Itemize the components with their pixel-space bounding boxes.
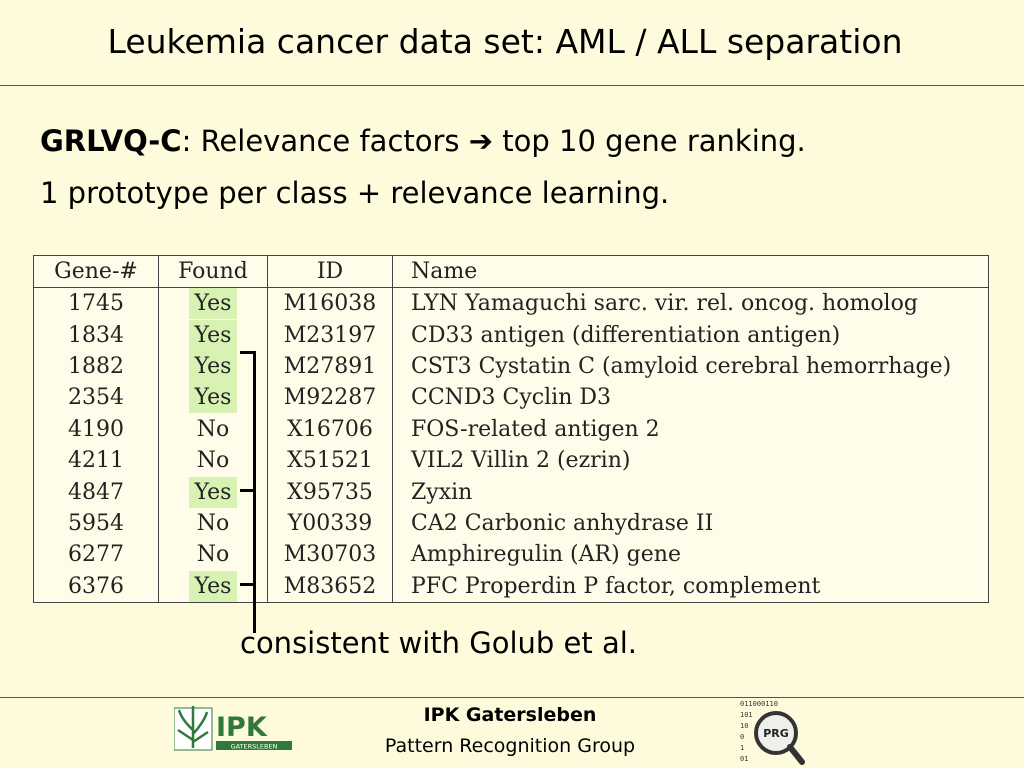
title-divider [0,85,1024,86]
found-cell: No [158,413,268,445]
gene-number-cell: 1882 [33,350,159,383]
gene-id-cell: M30703 [267,539,393,571]
header-name: Name [392,255,989,288]
gene-number-cell: 4847 [33,476,159,508]
found-no-text: No [196,416,230,442]
gene-id-cell: X95735 [267,476,393,508]
header-id: ID [267,255,393,288]
intro-line-2: 1 prototype per class + relevance learni… [40,176,670,210]
gene-number-cell: 5954 [33,507,159,540]
gene-id-cell: M83652 [267,570,393,603]
found-yes-badge: Yes [188,350,238,382]
binary-line-5: 1 [740,744,744,752]
found-cell: Yes [158,570,268,603]
gene-number-cell: 4190 [33,413,159,445]
gene-number-cell: 6277 [33,539,159,571]
found-no-text: No [196,542,230,568]
gene-name-cell: CD33 antigen (differentiation antigen) [392,319,989,351]
binary-line-3: 10 [740,722,748,730]
binary-line-6: 01 [740,755,748,763]
gene-name-cell: LYN Yamaguchi sarc. vir. rel. oncog. hom… [392,287,989,320]
found-cell: No [158,539,268,571]
gene-name-cell: CA2 Carbonic anhydrase II [392,507,989,540]
gene-name-cell: CST3 Cystatin C (amyloid cerebral hemorr… [392,350,989,383]
found-cell: Yes [158,476,268,508]
bracket-line [253,351,256,633]
slide-title: Leukemia cancer data set: AML / ALL sepa… [107,22,903,61]
plant-icon [177,706,209,748]
gene-id-cell: Y00339 [267,507,393,540]
gene-id-cell: M23197 [267,319,393,351]
gene-id-cell: X16706 [267,413,393,445]
gene-name-cell: CCND3 Cyclin D3 [392,382,989,414]
table-row: 1882 Yes M27891 CST3 Cystatin C (amyloid ce… [33,350,989,383]
table-header-row: Gene-# Found ID Name [33,255,989,288]
gene-name-cell: FOS-related antigen 2 [392,413,989,445]
gene-number-cell: 2354 [33,382,159,414]
prg-logo: 011000110 101 10 0 1 01 PRG [740,700,805,765]
found-yes-badge: Yes [188,476,238,508]
gene-ranking-table: Gene-# Found ID Name 1745 Yes M16038 LYN Ya… [33,255,989,603]
bracket-tick-1882 [240,351,256,354]
table-row: 6376 Yes M83652 PFC Properdin P factor, com… [33,570,989,603]
table-row: 5954 No Y00339 CA2 Carbonic anhydrase II [33,507,989,540]
header-gene: Gene-# [33,255,159,288]
table-row: 4211 No X51521 VIL2 Villin 2 (ezrin) [33,444,989,477]
intro-text-a: : Relevance factors [181,124,469,158]
gene-id-cell: X51521 [267,444,393,477]
binary-line-1: 011000110 [740,700,778,708]
table-row: 6277 No M30703 Amphiregulin (AR) gene [33,539,989,571]
table-row: 1745 Yes M16038 LYN Yamaguchi sarc. vir. re… [33,287,989,320]
found-cell: Yes [158,382,268,414]
bracket-tick-4847 [240,489,256,492]
ipk-logo: IPK GATERSLEBEN [174,706,292,751]
found-cell: Yes [158,287,268,320]
gene-id-cell: M92287 [267,382,393,414]
binary-line-4: 0 [740,733,744,741]
header-found: Found [158,255,268,288]
prg-logo-text: PRG [763,727,789,740]
ipk-logo-band [216,741,292,750]
table-row: 4847 Yes X95735 Zyxin [33,476,989,508]
method-name: GRLVQ-C [40,124,182,158]
found-cell: No [158,507,268,540]
found-no-text: No [196,448,230,474]
found-cell: Yes [158,319,268,351]
table-row: 1834 Yes M23197 CD33 antigen (differentiati… [33,319,989,351]
binary-line-2: 101 [740,711,753,719]
gene-name-cell: Amphiregulin (AR) gene [392,539,989,571]
ipk-logo-subtext: GATERSLEBEN [231,743,278,751]
gene-name-cell: VIL2 Villin 2 (ezrin) [392,444,989,477]
bracket-tick-6376 [240,583,256,586]
magnifier-handle [787,744,805,765]
magnifier-icon [754,711,798,755]
gene-id-cell: M27891 [267,350,393,383]
gene-number-cell: 4211 [33,444,159,477]
footer-organization: IPK Gatersleben [423,704,597,726]
found-yes-badge: Yes [188,319,238,351]
found-cell: Yes [158,350,268,383]
gene-name-cell: PFC Properdin P factor, complement [392,570,989,603]
ipk-logo-text: IPK [216,712,268,743]
table-row: 4190 No X16706 FOS-related antigen 2 [33,413,989,445]
found-yes-badge: Yes [188,570,238,602]
footer-divider [0,697,1024,698]
intro-line-1: GRLVQ-C: Relevance factors ➔ top 10 gene… [40,124,806,158]
table-row: 2354 Yes M92287 CCND3 Cyclin D3 [33,382,989,414]
gene-number-cell: 1745 [33,287,159,320]
gene-number-cell: 6376 [33,570,159,603]
found-yes-badge: Yes [188,288,238,320]
annotation-text: consistent with Golub et al. [240,626,638,660]
gene-name-cell: Zyxin [392,476,989,508]
gene-number-cell: 1834 [33,319,159,351]
arrow-icon: ➔ [468,124,494,158]
intro-text-b: top 10 gene ranking. [493,124,806,158]
found-cell: No [158,444,268,477]
found-yes-badge: Yes [188,382,238,414]
gene-id-cell: M16038 [267,287,393,320]
found-no-text: No [196,510,230,536]
footer-group-name: Pattern Recognition Group [384,735,636,757]
